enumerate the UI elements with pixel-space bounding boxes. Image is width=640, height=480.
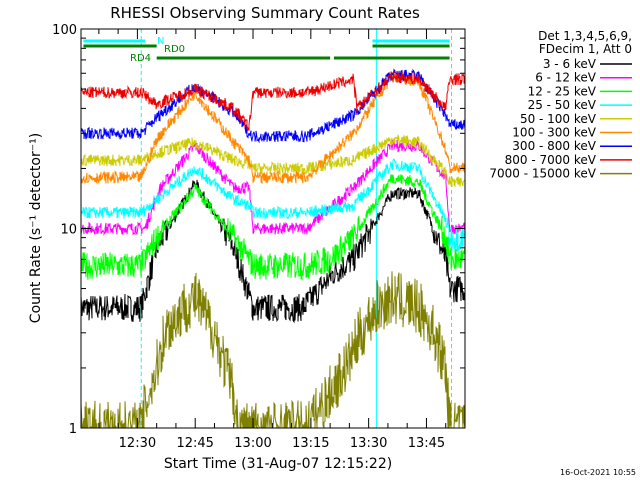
legend-label-5: 100 - 300 keV — [512, 126, 596, 140]
legend-header-line-1: Det 1,3,4,5,6,9, — [538, 29, 632, 43]
x-tick-label-5: 13:45 — [408, 436, 445, 451]
legend-label-6: 300 - 800 keV — [512, 139, 596, 153]
x-tick-label-4: 13:30 — [350, 436, 387, 451]
legend-label-1: 6 - 12 keV — [535, 71, 597, 85]
x-tick-label-3: 13:15 — [292, 436, 329, 451]
legend-label-7: 800 - 7000 keV — [505, 153, 597, 167]
x-axis-label: Start Time (31-Aug-07 12:15:22) — [164, 456, 392, 472]
legend-label-3: 25 - 50 keV — [528, 98, 597, 112]
y-tick-label-2: 100 — [52, 23, 77, 38]
y-axis-label: Count Rate (s⁻¹ detector⁻¹) — [28, 133, 44, 323]
flag-label-rd0: RD0 — [164, 44, 185, 55]
series-line-4 — [80, 134, 466, 188]
series-line-7 — [80, 70, 466, 132]
legend-label-8: 7000 - 15000 keV — [489, 167, 596, 181]
footer-timestamp: 16-Oct-2021 10:55 — [560, 468, 636, 477]
y-tick-label-0: 1 — [69, 422, 77, 437]
flag-label-n: N — [157, 36, 164, 47]
legend-label-0: 3 - 6 keV — [543, 57, 597, 71]
legend-header-line-2: FDecim 1, Att 0 — [539, 42, 632, 56]
x-tick-label-2: 13:00 — [234, 436, 271, 451]
legend-label-4: 50 - 100 keV — [520, 112, 597, 126]
y-tick-label-1: 10 — [60, 223, 77, 238]
x-tick-label-0: 12:30 — [119, 436, 156, 451]
series-line-3 — [80, 158, 466, 252]
series-line-2 — [80, 174, 466, 281]
flag-label-rd4: RD4 — [130, 53, 151, 64]
chart-title: RHESSI Observing Summary Count Rates — [110, 4, 420, 22]
legend-label-2: 12 - 25 keV — [528, 84, 597, 98]
series-line-6 — [80, 68, 466, 144]
series-line-0 — [80, 179, 466, 324]
x-tick-label-1: 12:45 — [176, 436, 213, 451]
